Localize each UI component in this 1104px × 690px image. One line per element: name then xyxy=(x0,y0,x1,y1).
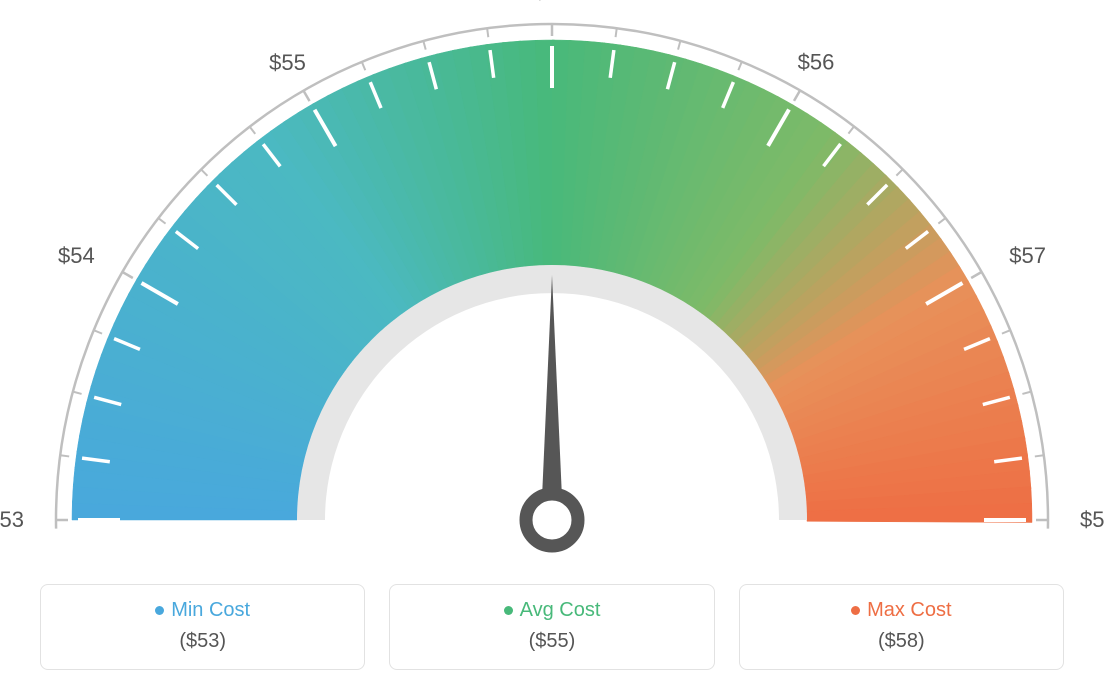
gauge-minor-tick-outer xyxy=(678,41,680,50)
legend-title: Min Cost xyxy=(51,599,354,622)
gauge-minor-tick-outer xyxy=(738,62,741,70)
gauge-minor-tick-outer xyxy=(201,169,207,175)
gauge-major-tick-outer xyxy=(304,91,310,101)
gauge-chart-container: $53 $54 $55 $55 $56 $57 $58 Min Cost ($53) Avg C… xyxy=(0,0,1104,690)
legend-value: ($53) xyxy=(51,630,354,653)
gauge-minor-tick-outer xyxy=(896,169,902,175)
legend-card: Max Cost ($58) xyxy=(739,584,1064,670)
legend-title: Avg Cost xyxy=(400,599,703,622)
legend-dot-icon xyxy=(851,606,860,615)
gauge-minor-tick-outer xyxy=(1002,330,1010,333)
gauge-minor-tick-outer xyxy=(1022,392,1031,394)
gauge-major-tick-outer xyxy=(122,272,132,278)
gauge-major-tick-outer xyxy=(971,272,981,278)
legend-label: Avg Cost xyxy=(520,599,601,621)
gauge-minor-tick-outer xyxy=(938,218,945,223)
gauge-minor-tick-outer xyxy=(423,41,425,50)
gauge-minor-tick-outer xyxy=(250,127,255,134)
legend-label: Max Cost xyxy=(867,599,951,621)
gauge-minor-tick-outer xyxy=(60,455,69,456)
gauge-minor-tick-outer xyxy=(848,126,853,133)
gauge-tick-label: $54 xyxy=(58,243,95,268)
legend-label: Min Cost xyxy=(171,599,250,621)
gauge-minor-tick-outer xyxy=(158,218,165,223)
gauge-needle xyxy=(541,275,563,520)
gauge-tick-label: $57 xyxy=(1009,243,1046,268)
gauge-tick-label: $55 xyxy=(269,50,306,75)
legend-row: Min Cost ($53) Avg Cost ($55) Max Cost ($58) xyxy=(40,584,1064,670)
legend-card: Min Cost ($53) xyxy=(40,584,365,670)
gauge-minor-tick-outer xyxy=(94,330,102,333)
legend-card: Avg Cost ($55) xyxy=(389,584,714,670)
gauge-tick-label: $56 xyxy=(798,50,835,75)
gauge-tick-label: $53 xyxy=(0,507,24,532)
legend-dot-icon xyxy=(504,606,513,615)
gauge-svg: $53 $54 $55 $55 $56 $57 $58 xyxy=(0,0,1104,560)
gauge-tick-label: $55 xyxy=(534,0,571,4)
gauge-minor-tick-outer xyxy=(362,62,365,70)
gauge-minor-tick-outer xyxy=(1035,455,1044,456)
gauge-needle-hub xyxy=(526,494,578,546)
gauge-minor-tick-outer xyxy=(487,28,488,37)
gauge-tick-label: $58 xyxy=(1080,507,1104,532)
legend-title: Max Cost xyxy=(750,599,1053,622)
gauge-area: $53 $54 $55 $55 $56 $57 $58 xyxy=(0,0,1104,560)
gauge-major-tick-outer xyxy=(794,90,800,100)
gauge-minor-tick-outer xyxy=(73,392,82,394)
legend-dot-icon xyxy=(155,606,164,615)
legend-value: ($58) xyxy=(750,630,1053,653)
legend-value: ($55) xyxy=(400,630,703,653)
gauge-minor-tick-outer xyxy=(616,28,617,37)
